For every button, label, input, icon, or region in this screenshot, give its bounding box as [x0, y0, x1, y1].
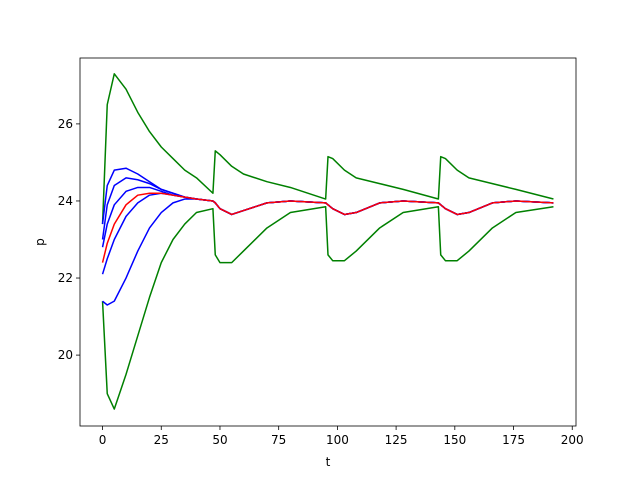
x-tick-label: 0 [99, 433, 107, 447]
data-line [101, 205, 554, 410]
x-tick-label: 25 [154, 433, 169, 447]
data-line [101, 192, 554, 263]
x-tick-label: 150 [443, 433, 466, 447]
x-axis-label: t [326, 455, 331, 469]
x-tick-label: 50 [212, 433, 227, 447]
y-tick-label: 20 [58, 348, 73, 362]
data-line [101, 73, 554, 225]
x-tick-label: 175 [502, 433, 525, 447]
data-line [101, 167, 554, 225]
data-line [101, 177, 554, 240]
plot-frame [79, 57, 577, 427]
x-tick-label: 125 [385, 433, 408, 447]
x-tick-label: 75 [271, 433, 286, 447]
y-axis-label: p [33, 238, 47, 246]
y-tick-label: 24 [58, 194, 73, 208]
x-tick-label: 100 [326, 433, 349, 447]
y-tick-label: 22 [58, 271, 73, 285]
y-tick-label: 26 [58, 117, 73, 131]
data-line [101, 186, 554, 248]
x-tick-label: 200 [561, 433, 584, 447]
